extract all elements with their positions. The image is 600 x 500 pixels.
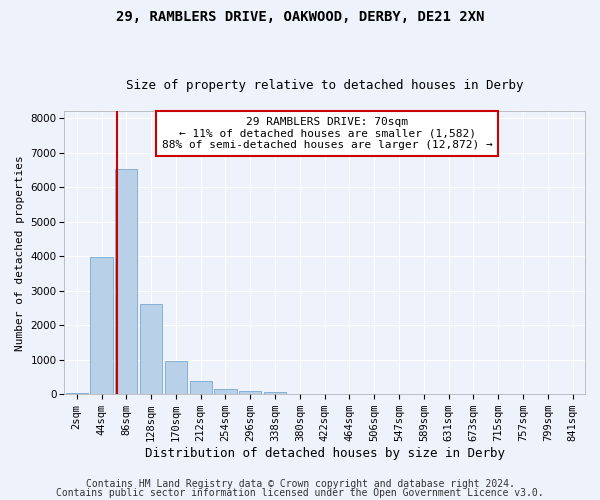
Bar bbox=[115, 169, 137, 394]
X-axis label: Distribution of detached houses by size in Derby: Distribution of detached houses by size … bbox=[145, 447, 505, 460]
Text: 29 RAMBLERS DRIVE: 70sqm
← 11% of detached houses are smaller (1,582)
88% of sem: 29 RAMBLERS DRIVE: 70sqm ← 11% of detach… bbox=[162, 117, 493, 150]
Bar bbox=[91, 257, 113, 394]
Bar bbox=[190, 381, 212, 394]
Bar bbox=[165, 362, 187, 394]
Title: Size of property relative to detached houses in Derby: Size of property relative to detached ho… bbox=[126, 79, 523, 92]
Text: Contains public sector information licensed under the Open Government Licence v3: Contains public sector information licen… bbox=[56, 488, 544, 498]
Bar bbox=[264, 392, 286, 394]
Text: 29, RAMBLERS DRIVE, OAKWOOD, DERBY, DE21 2XN: 29, RAMBLERS DRIVE, OAKWOOD, DERBY, DE21… bbox=[116, 10, 484, 24]
Bar bbox=[239, 391, 262, 394]
Y-axis label: Number of detached properties: Number of detached properties bbox=[15, 155, 25, 350]
Bar bbox=[65, 393, 88, 394]
Text: Contains HM Land Registry data © Crown copyright and database right 2024.: Contains HM Land Registry data © Crown c… bbox=[86, 479, 514, 489]
Bar bbox=[214, 389, 236, 394]
Bar bbox=[140, 304, 162, 394]
